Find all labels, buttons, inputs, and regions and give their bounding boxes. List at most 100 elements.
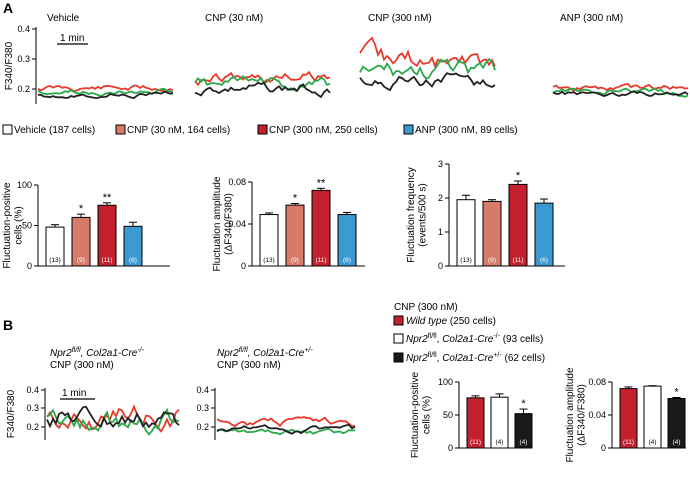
n-label: (6) [129,257,137,264]
n-label: (11) [512,257,523,264]
legend-b-title: CNP (300 nM) [394,302,458,313]
traces-panel-a [37,36,689,99]
trace-y-label: F340/F380 [4,41,15,90]
legend-label-het: Npr2fl/fl, Col2a1-Cre+/- (62 cells) [406,352,545,364]
scale-bar-label: 1 min [60,33,84,44]
n-label: (9) [77,257,85,264]
bar [508,183,528,267]
n-label: (6) [540,257,548,264]
y-tick-label: 0.04 [228,219,246,229]
trace-black [194,81,331,99]
scale-bar-b-label: 1 min [62,388,86,399]
y-tick-label: 100 [438,377,453,387]
y-axis-label: Fluctuation amplitude(ΔF340/F380) [565,367,588,462]
legend-label-ko: Npr2fl/fl, Col2a1-Cre-/- (93 cells) [406,333,543,345]
bar-chart-frequency-a: 0 1 2 3 Fluctuation frequency(events/500 s) (… [406,159,565,271]
b2-ytick-label-04: 0.4 [196,385,209,395]
legend-label-wt: Wild type (250 cells) [406,316,496,327]
y-axis-label: Fluctuation-positivecells (%) [2,182,25,269]
trace-title-vehicle: Vehicle [47,13,80,24]
n-label: (4) [520,439,528,446]
ytick-label-03: 0.3 [17,54,30,64]
trace-black [37,90,174,99]
b2-ytick-label-02: 0.2 [196,422,209,432]
legend-swatch-anp [403,124,414,135]
ytick-label-04: 0.4 [17,24,30,34]
significance-label: * [674,387,679,399]
n-label: (11) [470,439,481,446]
y-tick-label: 0 [438,261,443,271]
n-label: (4) [673,439,681,446]
legend-swatch-cnp30 [115,124,126,135]
b1-ytick-label-04: 0.4 [26,385,39,395]
y-tick-label: 50 [22,221,32,231]
bar-chart-positive-cells-b: 0 50 100 Fluctuation-positivecells (%) (11) (… [410,371,533,458]
y-axis-label: Fluctuation frequency(events/500 s) [406,167,429,263]
trace-black [552,90,689,97]
significance-label: * [79,203,84,215]
n-label: (9) [488,257,496,264]
panel-a-label: A [3,0,13,16]
significance-label: * [516,170,521,182]
legend-panel-a: Vehicle (187 cells) CNP (30 nM, 164 cell… [2,124,518,136]
legend-label-vehicle: Vehicle (187 cells) [14,125,95,136]
legend-label-cnp300: CNP (300 nM, 250 cells) [269,125,378,136]
significance-label: ** [317,177,326,189]
genotype-title-ko: Npr2fl/fl, Col2a1-Cre-/- [50,347,145,359]
genotype-treatment-het: CNP (300 nM) [217,360,281,371]
y-tick-label: 50 [443,410,453,420]
trace-black [46,405,180,429]
trace-red [359,36,496,69]
trace-title-cnp30: CNP (30 nM) [205,13,263,24]
genotype-treatment-ko: CNP (300 nM) [50,360,114,371]
trace-green [194,75,331,93]
trace-red [216,416,356,428]
trace-black [216,423,356,435]
trace-black [359,72,496,92]
legend-swatch-het [393,352,404,363]
significance-label: ** [103,192,112,204]
panel-b-label: B [3,317,13,333]
n-label: (13) [460,257,472,264]
y-tick-label: 0 [27,261,32,271]
y-tick-label: 2 [438,193,443,203]
trace-green [359,57,496,80]
b1-ytick-label-03: 0.3 [26,403,39,413]
y-tick-label: 0.08 [228,177,246,187]
n-label: (4) [649,439,657,446]
y-tick-label: 0 [241,261,246,271]
legend-swatch-vehicle [2,124,13,135]
significance-label: * [293,193,298,205]
trace-title-anp: ANP (300 nM) [560,13,623,24]
legend-swatch-cnp300 [257,124,268,135]
y-tick-label: 100 [17,180,32,190]
n-label: (11) [315,257,326,264]
b1-ytick-label-02: 0.2 [26,422,39,432]
legend-swatch-ko [393,333,404,344]
trace-title-cnp300: CNP (300 nM) [368,13,432,24]
y-tick-label: 0 [448,443,453,453]
n-label: (11) [623,439,634,446]
y-tick-label: 0.08 [588,377,606,387]
trace-red [37,84,174,93]
n-label: (13) [263,257,275,264]
b2-ytick-label-03: 0.3 [196,403,209,413]
legend-label-cnp30: CNP (30 nM, 164 cells) [127,125,230,136]
n-label: (6) [343,257,351,264]
y-axis-label: Fluctuation amplitude(ΔF340/F380) [212,176,235,271]
legend-swatch-wt [393,315,404,326]
y-tick-label: 0 [601,443,606,453]
genotype-title-het: Npr2fl/fl, Col2a1-Cre+/- [217,347,313,359]
n-label: (11) [101,257,112,264]
significance-label: * [521,398,526,410]
y-tick-label: 3 [438,159,443,169]
bar [311,189,331,267]
trace-red [46,404,180,433]
y-axis-label: Fluctuation-positivecells (%) [410,371,433,458]
n-label: (9) [291,257,299,264]
n-label: (4) [496,439,504,446]
